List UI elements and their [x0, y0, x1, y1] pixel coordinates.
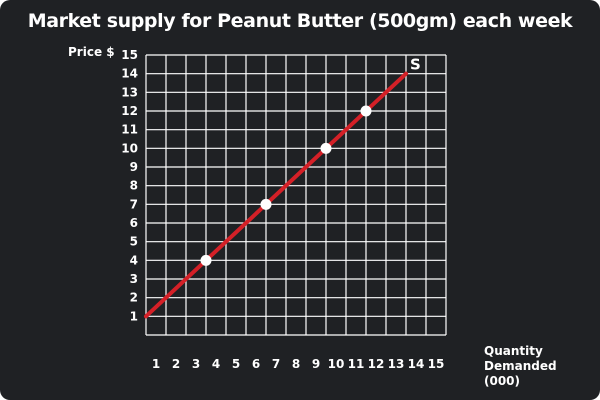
- x-tick-label: 5: [232, 357, 240, 371]
- y-tick-label: 14: [121, 67, 138, 81]
- y-tick-label: 10: [121, 141, 138, 155]
- x-tick-label: 4: [212, 357, 220, 371]
- data-point: [200, 254, 212, 266]
- y-tick-label: 3: [130, 272, 138, 286]
- x-axis-label-line-3: (000): [484, 374, 521, 388]
- x-axis-label-line-2: Demanded: [484, 359, 557, 373]
- data-point: [320, 142, 332, 154]
- y-tick-label: 8: [130, 179, 138, 193]
- series-label: S: [410, 56, 421, 74]
- x-tick-label: 14: [408, 357, 425, 371]
- x-axis-label: Quantity Demanded (000): [484, 344, 594, 389]
- data-point: [360, 105, 372, 117]
- data-point: [260, 198, 272, 210]
- y-axis-label: Price $: [68, 45, 115, 59]
- x-tick-label: 11: [348, 357, 365, 371]
- x-tick-label: 3: [192, 357, 200, 371]
- y-tick-label: 9: [130, 160, 138, 174]
- chart-title: Market supply for Peanut Butter (500gm) …: [27, 10, 573, 32]
- x-tick-label: 9: [312, 357, 320, 371]
- y-tick-label: 6: [130, 216, 138, 230]
- y-tick-label: 11: [121, 123, 138, 137]
- x-tick-label: 8: [292, 357, 300, 371]
- x-tick-label: 13: [388, 357, 405, 371]
- x-axis-label-line-1: Quantity: [484, 344, 543, 358]
- x-tick-label: 1: [152, 357, 160, 371]
- y-tick-label: 1: [130, 309, 138, 323]
- x-tick-label: 10: [328, 357, 345, 371]
- x-tick-label: 12: [368, 357, 385, 371]
- y-tick-label: 15: [121, 48, 138, 62]
- x-tick-label: 7: [272, 357, 280, 371]
- y-tick-label: 4: [130, 253, 138, 267]
- x-tick-label: 15: [428, 357, 445, 371]
- y-tick-label: 13: [121, 85, 138, 99]
- y-tick-label: 7: [130, 197, 138, 211]
- y-tick-label: 5: [130, 235, 138, 249]
- y-tick-label: 2: [130, 291, 138, 305]
- x-tick-label: 2: [172, 357, 180, 371]
- x-tick-label: 6: [252, 357, 260, 371]
- y-tick-label: 12: [121, 104, 138, 118]
